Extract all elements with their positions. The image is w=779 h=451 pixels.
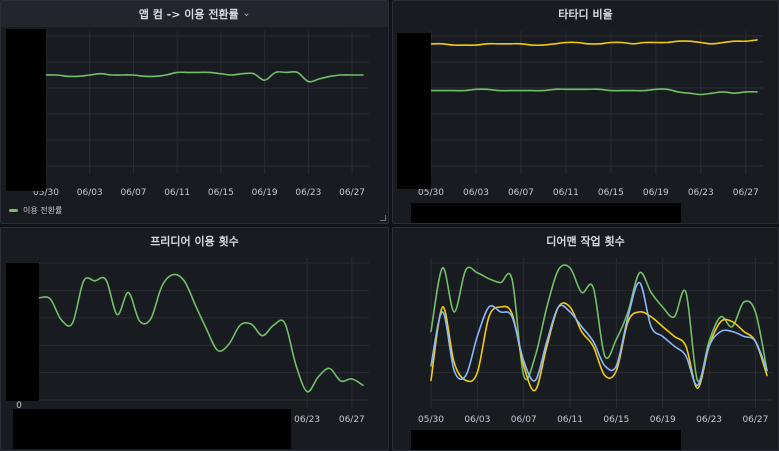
panel-title[interactable]: 프리디어 이용 횟수 (150, 235, 239, 248)
x-tick-label: 05/30 (418, 188, 444, 198)
y-tick-label: 0 (16, 401, 22, 411)
chart-usage-count: 06/23 06/27 0 (16, 258, 369, 425)
panel-ratio[interactable]: 타타디 비율 05/30 06/03 06/07 06/11 06/15 06/19 06/… (392, 0, 779, 224)
series-line-0 (430, 39, 758, 47)
legend[interactable]: 이용 전환률 (9, 205, 62, 216)
x-tick-label: 06/23 (294, 415, 320, 425)
x-tick-label: 06/23 (295, 188, 321, 198)
series-line-1 (430, 302, 768, 392)
redacted-legend (411, 203, 681, 223)
x-tick-label: 06/15 (598, 188, 624, 198)
redacted-y-axis (6, 263, 39, 401)
grid (45, 31, 369, 174)
panel-task-count[interactable]: 디어맨 작업 횟수 05/30 06/03 06/07 06/11 06/15 06/19… (392, 227, 779, 451)
x-tick-label: 05/30 (418, 415, 444, 425)
grid (430, 258, 773, 408)
x-tick-label: 06/07 (508, 188, 534, 198)
x-tick-label: 06/03 (77, 188, 103, 198)
panel-header[interactable]: 타타디 비율 (393, 1, 778, 27)
redacted-y-axis (6, 29, 46, 191)
x-tick-label: 06/19 (650, 415, 676, 425)
x-tick-label: 06/15 (208, 188, 234, 198)
legend-swatch (9, 209, 18, 212)
panel-title[interactable]: 디어맨 작업 횟수 (546, 235, 625, 248)
series-line-1 (430, 88, 758, 96)
series-line-0 (38, 273, 364, 393)
resize-handle[interactable] (380, 215, 386, 221)
series-line-0 (45, 70, 364, 83)
x-tick-label: 06/19 (643, 188, 669, 198)
x-tick-label: 06/03 (463, 188, 489, 198)
redacted-legend (13, 409, 291, 449)
panel-header[interactable]: 디어맨 작업 횟수 (393, 228, 778, 254)
chart-task-count: 05/30 06/03 06/07 06/11 06/15 06/19 06/23 06/27 (418, 258, 773, 425)
x-tick-label: 06/03 (464, 415, 490, 425)
series-line-2 (430, 281, 768, 387)
x-tick-label: 06/23 (696, 415, 722, 425)
series-line-0 (430, 264, 768, 383)
chart-conversion-rate: 05/30 06/03 06/07 06/11 06/15 06/19 06/23 06/27 (33, 31, 369, 198)
panel-usage-count[interactable]: 프리디어 이용 횟수 06/23 06/27 0 (0, 227, 389, 451)
x-tick-label: 06/15 (603, 415, 629, 425)
panel-header[interactable]: 프리디어 이용 횟수 (1, 228, 388, 254)
x-tick-label: 06/11 (553, 188, 579, 198)
x-tick-label: 06/07 (511, 415, 537, 425)
x-tick-label: 06/19 (252, 188, 278, 198)
chevron-down-icon[interactable]: ⌄ (242, 9, 251, 19)
redacted-legend (411, 430, 681, 450)
legend-label[interactable]: 이용 전환률 (23, 206, 63, 215)
x-tick-label: 06/27 (733, 188, 759, 198)
x-tick-label: 06/27 (339, 415, 365, 425)
panel-header[interactable]: 앱 컴 -> 이용 전환률 ⌄ (1, 1, 388, 27)
x-tick-label: 06/11 (557, 415, 583, 425)
panel-title[interactable]: 타타디 비율 (558, 8, 613, 21)
x-tick-label: 06/11 (164, 188, 190, 198)
chart-ratio: 05/30 06/03 06/07 06/11 06/15 06/19 06/23 06/27 (418, 31, 763, 198)
grid (39, 258, 369, 408)
panel-title[interactable]: 앱 컴 -> 이용 전환률 (138, 8, 239, 21)
x-tick-label: 06/23 (688, 188, 714, 198)
x-tick-label: 06/27 (742, 415, 768, 425)
x-tick-label: 05/30 (33, 188, 59, 198)
grid (430, 31, 763, 174)
panel-conversion-rate[interactable]: 앱 컴 -> 이용 전환률 ⌄ 05/30 06/03 06/07 06/11 06/1… (0, 0, 389, 224)
x-tick-label: 06/27 (339, 188, 365, 198)
redacted-y-axis (397, 33, 431, 189)
x-tick-label: 06/07 (120, 188, 146, 198)
